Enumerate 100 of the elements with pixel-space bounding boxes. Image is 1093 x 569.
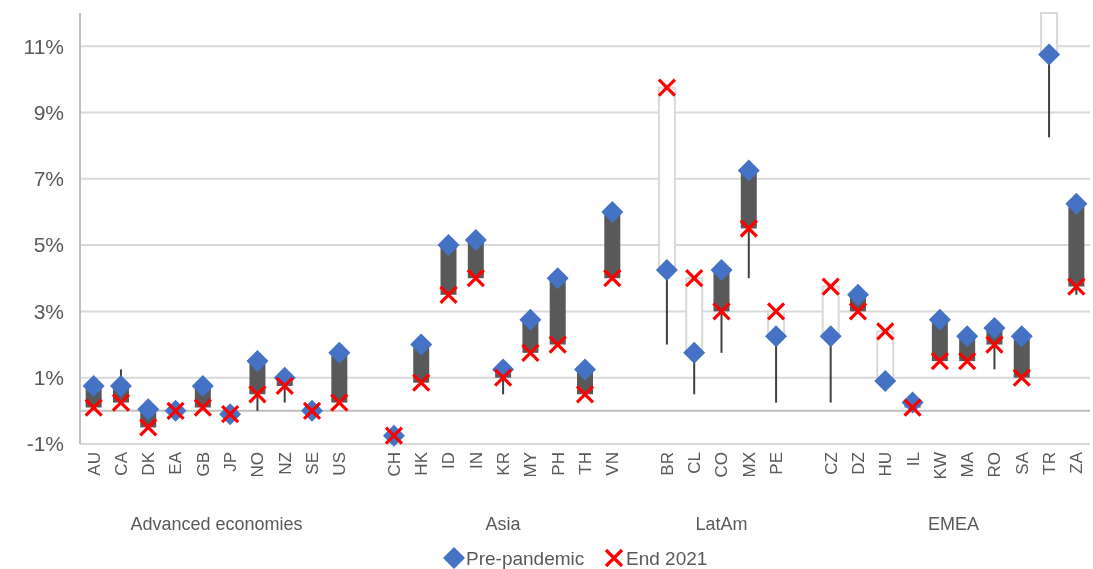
point [466,268,486,288]
point [657,78,677,98]
x-tick-label: KR [494,452,514,476]
point [655,258,678,281]
x-tick-label: GB [193,452,213,477]
point [138,417,158,438]
x-tick-label: IN [466,452,486,469]
text: Asia [485,514,522,534]
point [437,234,460,257]
point [711,301,732,321]
x-tick-label: MX [739,452,759,478]
legend-label: Pre-pandemic [466,547,585,569]
x-tick-label: CZ [821,452,841,475]
point [109,374,132,397]
point [193,397,213,418]
x-tick-label: DZ [848,452,868,475]
x-tick-label: ID [439,452,459,469]
point [601,200,624,223]
y-tick-label: 1% [33,366,64,390]
x-tick-label: NZ [275,452,295,475]
x-tick-label: NO [248,452,268,478]
point [1012,368,1032,388]
point [464,229,487,252]
text: Advanced economies [130,514,303,534]
point [546,267,569,290]
point [1010,325,1033,348]
point [411,373,431,393]
point [957,351,977,371]
point [683,341,706,364]
x-tick-label: DK [139,451,159,476]
point [410,333,433,356]
y-tick-label: 5% [33,233,64,257]
point [875,321,895,341]
y-tick-label: 9% [33,100,64,124]
x-tick-label: SA [1012,451,1032,475]
x-tick-label: PE [767,452,787,475]
x-tick-label: MY [521,452,541,478]
point [821,276,841,297]
point [247,384,268,404]
y-tick-label: -1% [26,432,64,456]
x-tick-label: TR [1040,452,1059,475]
x-tick-label: BR [657,452,677,476]
point [765,325,788,348]
point [1066,276,1086,297]
x-tick-label: HK [412,451,432,476]
point [137,398,160,421]
point [874,370,897,393]
x-tick-label: TH [575,452,595,475]
x-tick-label: JP [221,452,241,472]
x-tick-label: PH [548,452,568,476]
x-tick-label: CL [685,452,705,474]
x-tick-label: MA [958,451,978,478]
x-tick-label: CH [384,452,404,477]
x-tick-label: US [330,452,350,476]
point [520,343,541,363]
x-tick-label: CO [712,452,732,478]
point [739,218,759,239]
point [275,376,295,396]
point [928,308,951,331]
text: LatAm [695,514,748,534]
point [575,384,595,404]
point [548,334,568,355]
point [710,258,733,281]
point [766,301,786,321]
x-tick-label: SE [302,452,322,475]
point [438,285,459,305]
y-tick-label: 7% [33,167,64,191]
x-tick-label: CA [111,451,131,476]
text: EMEA [928,514,980,534]
point [1038,43,1061,66]
point [1065,192,1088,215]
point [111,392,131,413]
x-tick-label: VN [603,452,623,476]
point [191,374,214,397]
point [84,397,104,418]
x-tick-label: EA [166,451,186,475]
point [956,325,979,348]
point [329,392,349,413]
point [848,301,868,321]
x-tick-label: AU [84,452,104,476]
point [328,341,351,364]
point [574,358,596,381]
x-tick-label: ZA [1067,451,1087,474]
y-tick-label: 3% [33,299,64,323]
x-tick-label: RO [985,452,1005,478]
point [930,351,950,371]
point [984,334,1005,355]
legend-label: End 2021 [626,547,708,569]
y-tick-label: 11% [23,34,64,58]
point [493,368,513,388]
point [983,316,1006,339]
point [684,268,704,288]
x-tick-label: KW [930,452,950,480]
point [246,350,269,373]
x-tick-label: IL [903,452,923,467]
x-tick-label: HU [876,452,896,477]
point [737,159,760,182]
point [819,325,842,348]
point [602,268,622,288]
point [519,308,542,331]
